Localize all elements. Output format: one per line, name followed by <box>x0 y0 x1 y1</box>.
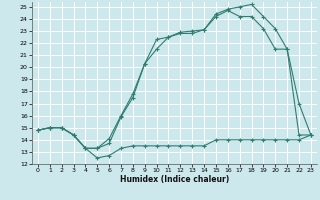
X-axis label: Humidex (Indice chaleur): Humidex (Indice chaleur) <box>120 175 229 184</box>
